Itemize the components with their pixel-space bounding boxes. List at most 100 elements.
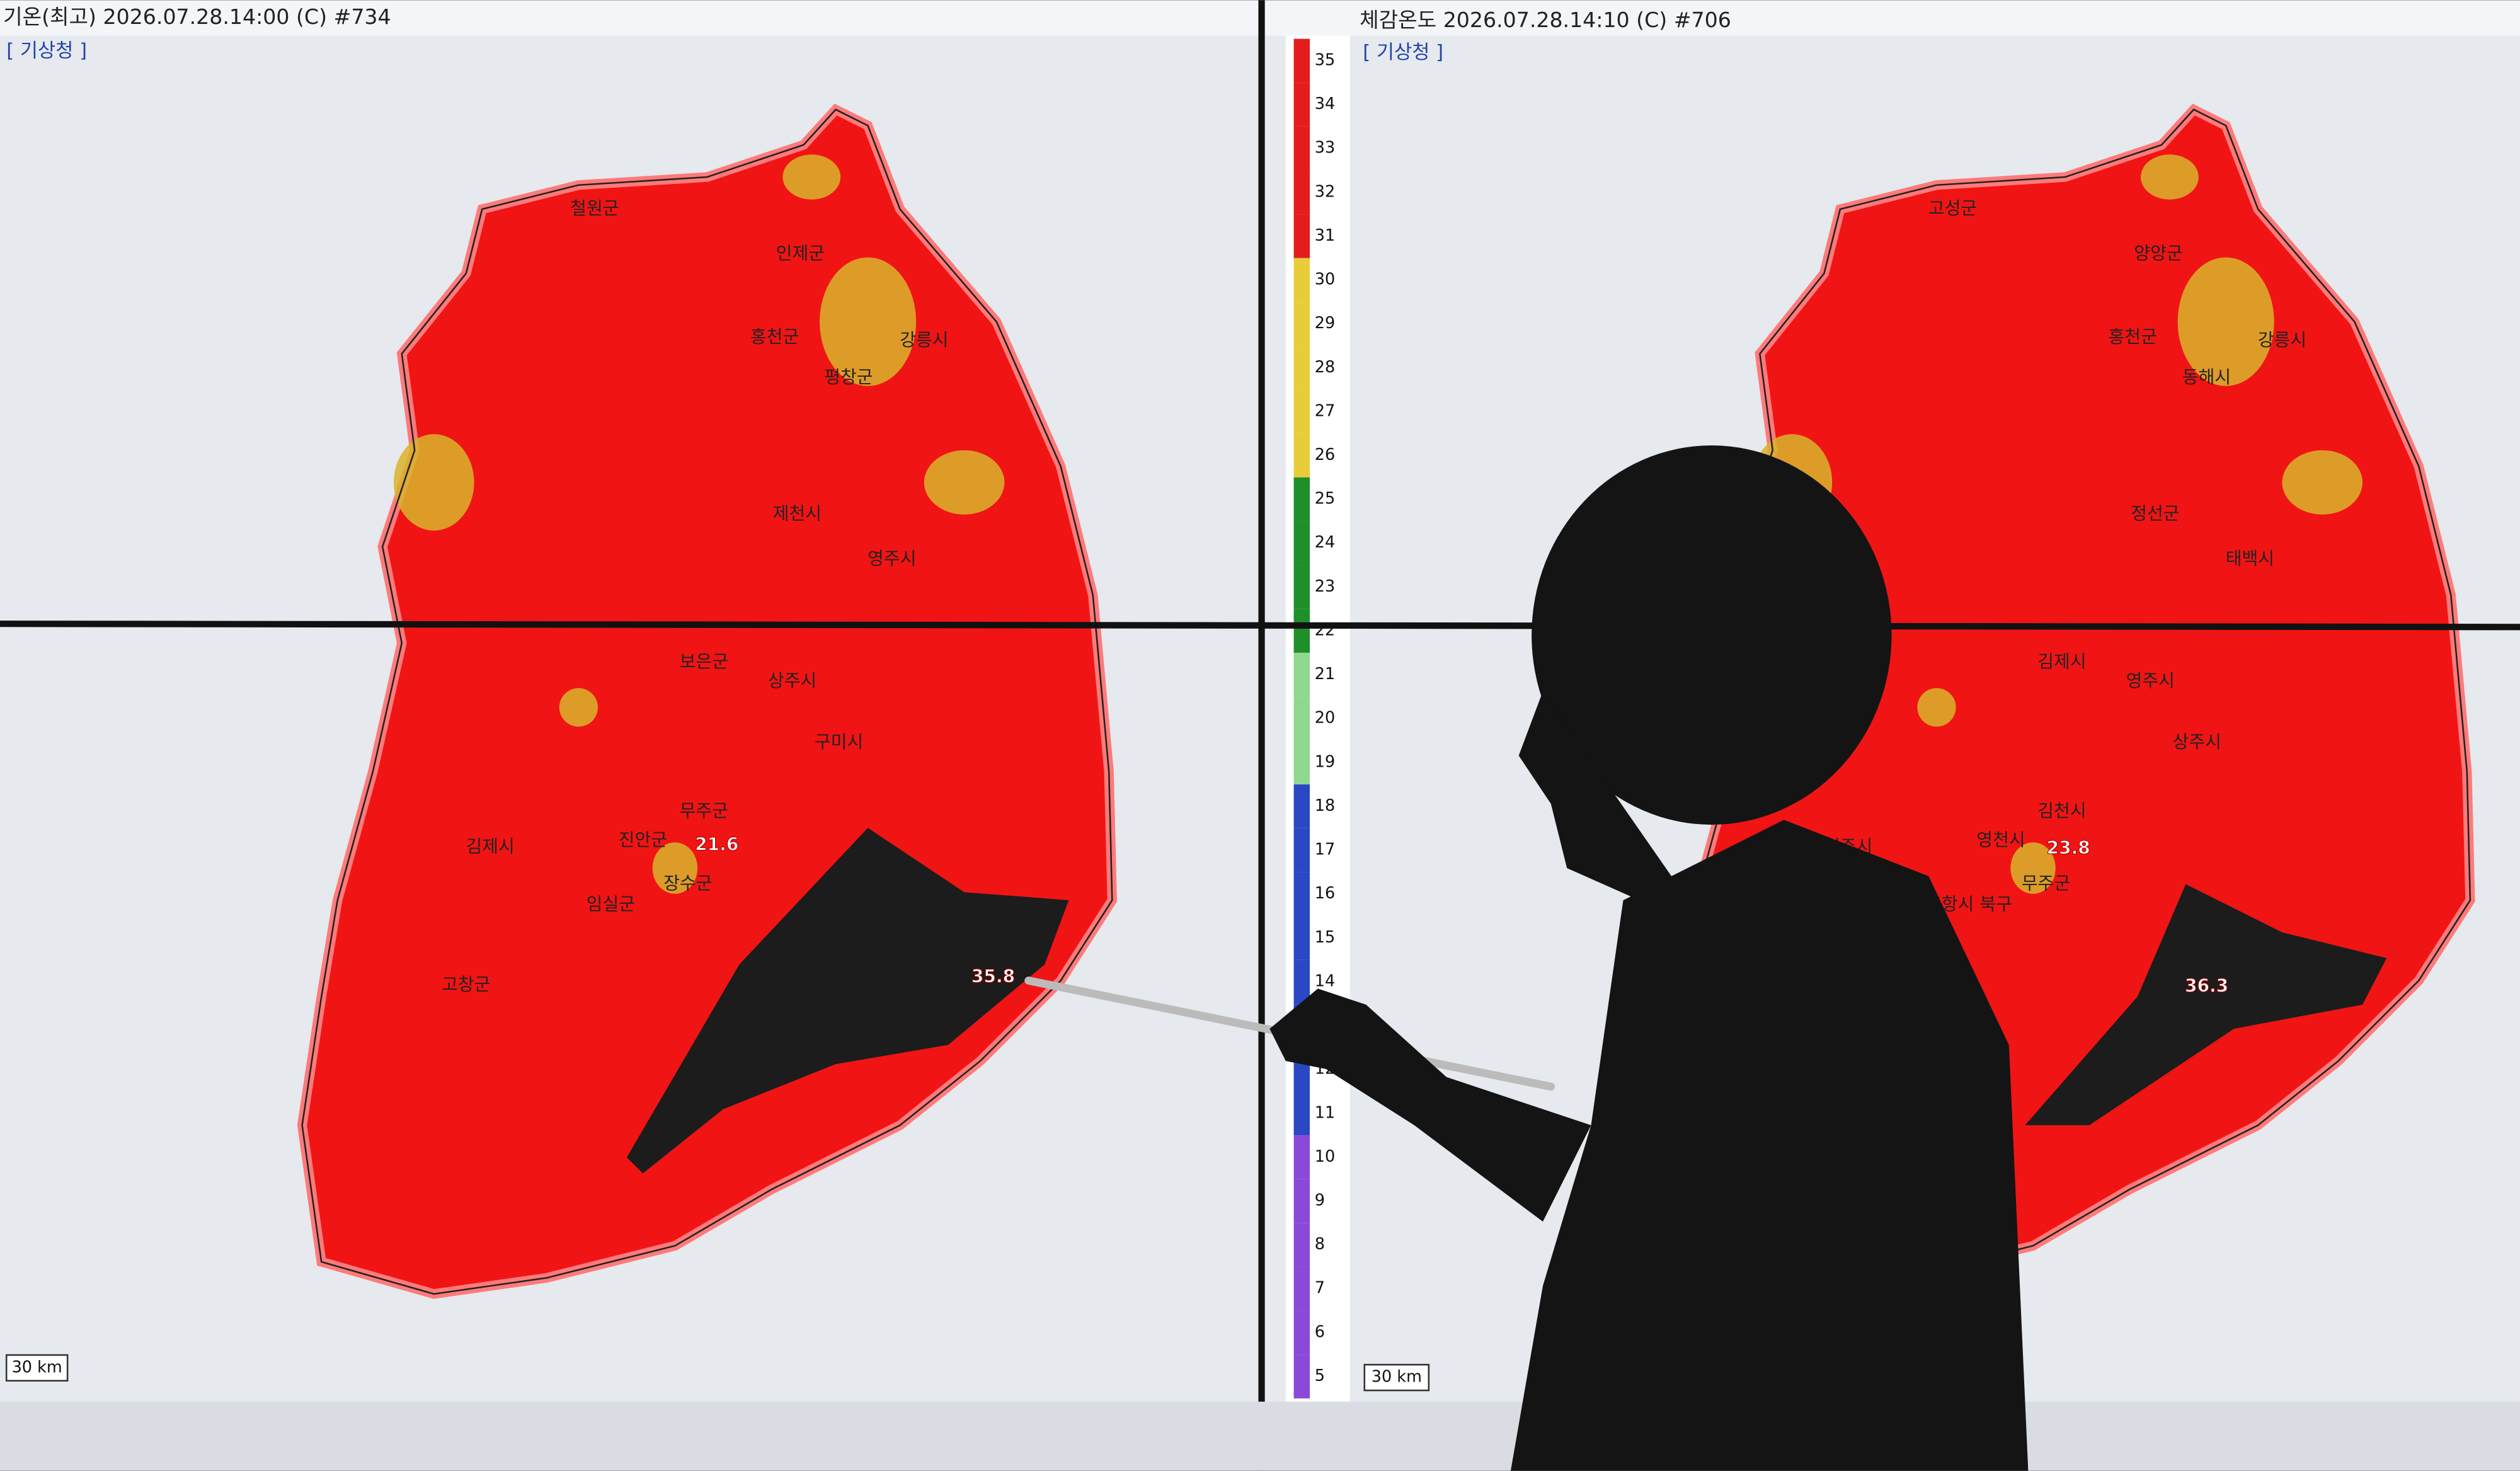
colorbar-label: 8: [1315, 1235, 1325, 1254]
head: [1532, 445, 1892, 825]
colorbar: 3534333231302928272625242322212019181716…: [1285, 35, 1350, 1402]
left-title: 기온(최고) 2026.07.28.14:00 (C) #734: [3, 4, 391, 29]
left-source: [ 기상청 ]: [6, 40, 87, 62]
colorbar-label: 21: [1315, 665, 1335, 684]
place-label: 정선군: [2131, 503, 2179, 524]
colorbar-label: 25: [1315, 489, 1335, 508]
colorbar-cell: [1293, 1310, 1310, 1355]
point-value: 36.3: [2185, 976, 2228, 997]
cool-patch: [820, 257, 917, 386]
cool-patch: [2177, 257, 2274, 386]
colorbar-cell: [1293, 345, 1310, 390]
place-label: 홍천군: [2108, 326, 2156, 347]
place-label: 영천시: [1976, 830, 2025, 850]
cool-patch: [559, 688, 598, 727]
place-label: 평창군: [824, 367, 873, 387]
left-scale-box: [5, 1354, 69, 1382]
place-label: 김천시: [2037, 801, 2086, 821]
colorbar-cell: [1293, 565, 1310, 609]
colorbar-cell: [1293, 38, 1310, 83]
colorbar-cell: [1293, 784, 1310, 828]
place-label: 동해시: [2182, 367, 2231, 387]
colorbar-cell: [1293, 170, 1310, 215]
colorbar-cell: [1293, 1179, 1310, 1223]
colorbar-cell: [1293, 653, 1310, 697]
colorbar-cell: [1293, 126, 1310, 171]
point-value: 23.8: [2047, 837, 2090, 858]
place-label: 임실군: [587, 894, 635, 915]
place-label: 진안군: [619, 830, 667, 850]
colorbar-cell: [1293, 740, 1310, 785]
colorbar-cell: [1293, 609, 1310, 653]
colorbar-label: 6: [1315, 1322, 1325, 1341]
colorbar-cell: [1293, 828, 1310, 873]
place-label: 구미시: [815, 731, 863, 752]
face: [1518, 691, 1672, 900]
place-label: 강릉시: [900, 329, 948, 350]
colorbar-label: 33: [1315, 139, 1335, 157]
place-label: 인제군: [776, 243, 825, 263]
colorbar-label: 28: [1315, 358, 1335, 377]
colorbar-label: 5: [1315, 1366, 1325, 1385]
colorbar-cell: [1293, 433, 1310, 478]
place-label: 보은군: [680, 651, 728, 672]
point-value: 21.6: [695, 834, 738, 855]
colorbar-cell: [1293, 959, 1310, 1004]
right-title: 체감온도 2026.07.28.14:10 (C) #706: [1360, 8, 1731, 32]
colorbar-cell: [1293, 214, 1310, 258]
colorbar-cell: [1293, 302, 1310, 346]
colorbar-label: 30: [1315, 270, 1335, 289]
colorbar-label: 31: [1315, 226, 1335, 245]
place-label: 강릉시: [2258, 329, 2306, 350]
colorbar-label: 26: [1315, 445, 1335, 464]
colorbar-cell: [1293, 915, 1310, 960]
colorbar-label: 16: [1315, 884, 1335, 903]
colorbar-label: 11: [1315, 1103, 1335, 1122]
colorbar-label: 27: [1315, 401, 1335, 420]
cool-patch: [1917, 688, 1956, 727]
person-silhouette: [1269, 445, 2029, 1471]
colorbar-label: 34: [1315, 94, 1335, 113]
point-value: 35.8: [971, 966, 1015, 987]
cool-patch: [652, 842, 698, 894]
colorbar-label: 19: [1315, 752, 1335, 771]
colorbar-label: 32: [1315, 182, 1335, 201]
place-label: 상주시: [2173, 731, 2221, 752]
colorbar-label: 29: [1315, 314, 1335, 333]
colorbar-cell: [1293, 872, 1310, 916]
place-label: 김제시: [466, 836, 514, 857]
right-source: [ 기상청 ]: [1363, 42, 1443, 64]
cool-patch: [924, 450, 1005, 515]
right-scale-box: [1363, 1363, 1430, 1392]
colorbar-label: 18: [1315, 796, 1335, 815]
right-scale: 30 km: [1372, 1368, 1422, 1387]
colorbar-cell: [1293, 696, 1310, 741]
place-label: 장수군: [663, 873, 712, 893]
colorbar-label: 17: [1315, 840, 1335, 859]
colorbar-cell: [1293, 389, 1310, 434]
arm: [1269, 988, 1591, 1222]
torso: [1510, 820, 2029, 1471]
colorbar-cell: [1293, 477, 1310, 522]
colorbar-cell: [1293, 1091, 1310, 1136]
colorbar-label: 9: [1315, 1191, 1325, 1210]
colorbar-label: 23: [1315, 577, 1335, 596]
place-label: 상주시: [768, 670, 816, 691]
colorbar-cell: [1293, 521, 1310, 566]
place-label: 홍천군: [750, 326, 799, 347]
colorbar-label: 20: [1315, 709, 1335, 728]
hot-zone: [626, 828, 1069, 1174]
cool-patch: [2140, 154, 2199, 200]
place-label: 고성군: [1928, 198, 1977, 219]
colorbar-label: 24: [1315, 533, 1335, 552]
cool-patch: [394, 434, 474, 531]
colorbar-label: 7: [1315, 1279, 1325, 1298]
cool-patch: [782, 154, 841, 200]
colorbar-label: 35: [1315, 50, 1335, 69]
colorbar-cell: [1293, 83, 1310, 127]
place-label: 철원군: [570, 198, 619, 219]
